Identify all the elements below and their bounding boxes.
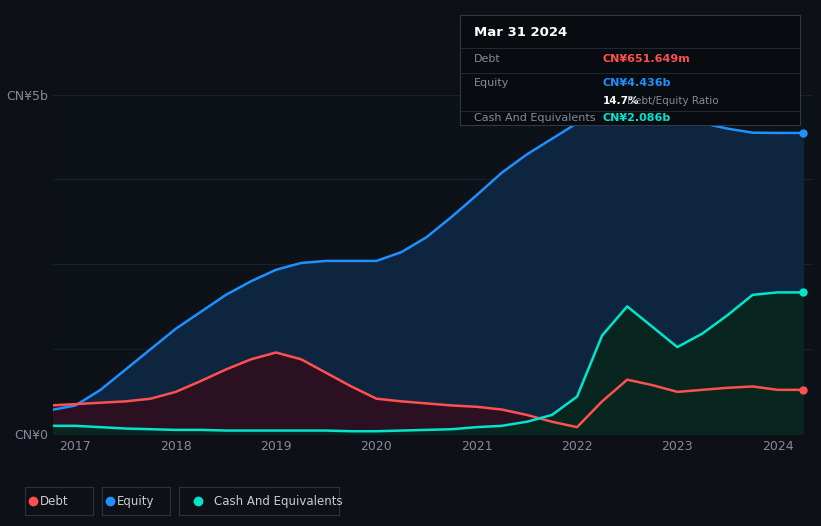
Text: CN¥4.436b: CN¥4.436b <box>603 78 672 88</box>
Text: CN¥2.086b: CN¥2.086b <box>603 114 671 124</box>
Text: Cash And Equivalents: Cash And Equivalents <box>474 114 595 124</box>
Text: Equity: Equity <box>117 494 154 508</box>
Text: CN¥651.649m: CN¥651.649m <box>603 54 690 64</box>
Text: Mar 31 2024: Mar 31 2024 <box>474 26 566 39</box>
Text: Debt: Debt <box>474 54 500 64</box>
Text: Cash And Equivalents: Cash And Equivalents <box>214 494 343 508</box>
Text: Debt/Equity Ratio: Debt/Equity Ratio <box>626 96 718 106</box>
Text: Equity: Equity <box>474 78 509 88</box>
Text: Debt: Debt <box>40 494 69 508</box>
Text: 14.7%: 14.7% <box>603 96 640 106</box>
